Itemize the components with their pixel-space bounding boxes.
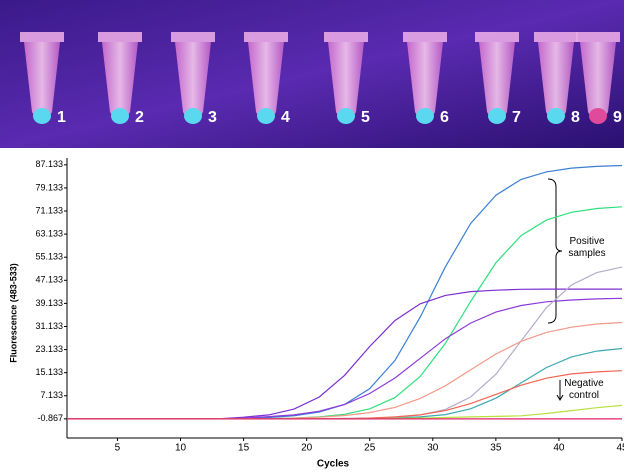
y-axis-label: Fluorescence (483-533)	[8, 263, 18, 363]
tube-bottom	[184, 108, 202, 124]
y-tick-label: 7.133	[40, 390, 63, 400]
tube-label: 1	[57, 109, 66, 126]
x-tick-label: 10	[175, 443, 187, 454]
tube-cap	[403, 32, 447, 42]
y-tick-label: 71.133	[35, 205, 63, 215]
y-tick-label: 55.133	[35, 252, 63, 262]
x-tick-label: 45	[616, 443, 624, 454]
tube-label: 2	[135, 109, 144, 126]
tube: 2	[98, 32, 144, 126]
tube-label: 8	[571, 109, 580, 126]
tube-cap	[20, 32, 64, 42]
series-line	[67, 347, 623, 420]
tube-body	[248, 42, 284, 121]
y-tick-label: 31.133	[35, 321, 63, 331]
tube-label: 3	[208, 109, 217, 126]
series-line	[67, 370, 623, 420]
tube-body	[538, 42, 574, 121]
x-tick-label: 15	[238, 443, 250, 454]
tube-body	[328, 42, 364, 121]
y-tick-label: 15.133	[35, 367, 63, 377]
tube-cap	[576, 32, 620, 42]
tube: 6	[403, 32, 449, 126]
tube-bottom	[257, 108, 275, 124]
tube-label: 6	[440, 109, 449, 126]
tube: 8	[534, 32, 580, 126]
annotation: Positive samples	[568, 236, 606, 259]
y-tick-label: 87.133	[35, 159, 63, 169]
tube-bottom	[589, 108, 607, 124]
tube-bottom	[416, 108, 434, 124]
tube-bottom	[547, 108, 565, 124]
tube-bottom	[488, 108, 506, 124]
tube-label: 4	[281, 109, 290, 126]
tube-body	[479, 42, 515, 121]
tube-body	[102, 42, 138, 121]
x-tick-label: 30	[427, 443, 439, 454]
y-tick-label: -0.867	[37, 413, 63, 423]
series-line	[67, 206, 623, 420]
x-tick-label: 40	[553, 443, 565, 454]
tube: 9	[576, 32, 622, 126]
annotation: Negative control	[564, 378, 604, 401]
photo: 1 2 3 4 5 6 7 8 9	[0, 0, 624, 148]
tube-label: 9	[613, 109, 622, 126]
tube: 7	[475, 32, 521, 126]
tube: 3	[171, 32, 217, 126]
series-line	[67, 404, 623, 420]
tube-bottom	[33, 108, 51, 124]
series-line	[67, 266, 623, 420]
series-line	[67, 297, 623, 420]
tube: 1	[20, 32, 66, 126]
tube-cap	[98, 32, 142, 42]
tube-cap	[244, 32, 288, 42]
tube-body	[580, 42, 616, 121]
y-tick-label: 47.133	[35, 275, 63, 285]
chart: Fluorescence (483-533) Cycles -0.867 7.13…	[8, 158, 624, 470]
tube-body	[175, 42, 211, 121]
x-tick-label: 20	[301, 443, 313, 454]
y-tick-label: 39.133	[35, 298, 63, 308]
brace	[547, 178, 563, 324]
tube: 4	[244, 32, 290, 126]
arrow	[556, 380, 564, 401]
x-tick-label: 35	[490, 443, 502, 454]
tube-cap	[324, 32, 368, 42]
tube-cap	[171, 32, 215, 42]
tube-cap	[475, 32, 519, 42]
tube-label: 7	[512, 109, 521, 126]
y-tick-label: 79.133	[35, 182, 63, 192]
tube: 5	[324, 32, 370, 126]
x-axis-label: Cycles	[317, 459, 350, 470]
tube-label: 5	[361, 109, 370, 126]
tubes: 1 2 3 4 5 6 7 8 9	[20, 32, 622, 126]
tube-body	[407, 42, 443, 121]
photo-background	[0, 0, 624, 148]
x-tick-label: 25	[364, 443, 376, 454]
tube-cap	[534, 32, 578, 42]
series-line	[67, 288, 622, 420]
tube-bottom	[337, 108, 355, 124]
tube-bottom	[111, 108, 129, 124]
y-tick-label: 63.133	[35, 228, 63, 238]
tube-body	[24, 42, 60, 121]
x-tick-label: 5	[115, 443, 121, 454]
y-tick-label: 23.133	[35, 344, 63, 354]
